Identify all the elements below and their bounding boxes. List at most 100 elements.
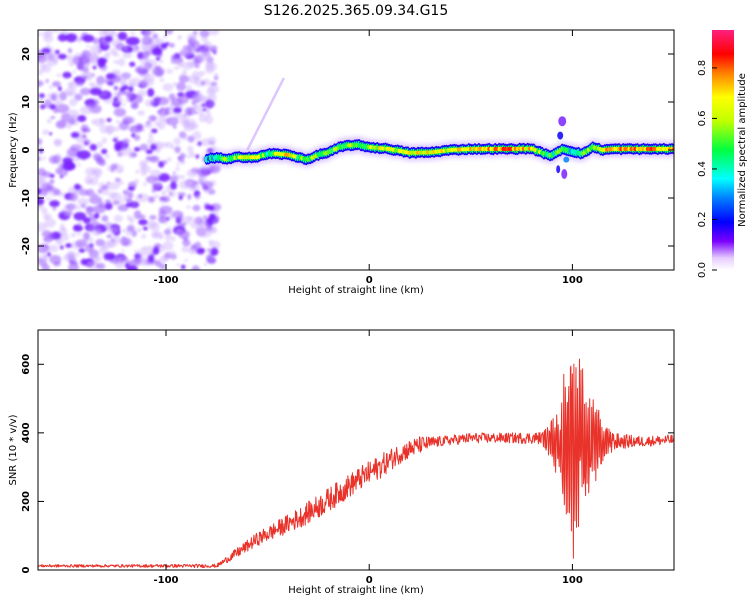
noise-speck	[46, 44, 51, 48]
noise-speck	[195, 197, 199, 201]
noise-speck	[117, 31, 128, 41]
noise-speck	[177, 191, 181, 196]
noise-speck	[38, 139, 43, 145]
noise-speck	[106, 118, 112, 122]
noise-speck	[90, 45, 100, 54]
noise-speck	[134, 123, 144, 133]
noise-speck	[53, 188, 61, 196]
noise-speck	[174, 167, 181, 171]
noise-speck	[114, 144, 122, 152]
noise-speck	[57, 33, 68, 42]
noise-speck	[72, 70, 76, 74]
noise-speck	[38, 54, 48, 63]
noise-speck	[101, 148, 108, 155]
noise-speck	[198, 113, 208, 123]
noise-speck	[113, 86, 117, 91]
disturbance-mark	[563, 156, 570, 163]
noise-speck	[199, 248, 205, 252]
noise-speck	[44, 218, 56, 228]
noise-speck	[134, 249, 139, 255]
noise-speck	[49, 173, 55, 178]
noise-speck	[159, 77, 165, 82]
noise-speck	[166, 30, 172, 33]
noise-speck	[77, 198, 89, 206]
noise-speck	[138, 247, 153, 257]
noise-speck	[170, 236, 176, 242]
noise-speck	[188, 39, 193, 44]
noise-speck	[128, 82, 136, 87]
noise-speck	[158, 59, 164, 64]
noise-speck	[129, 217, 135, 224]
noise-speck	[113, 107, 127, 117]
noise-speck	[43, 50, 48, 56]
noise-speck	[110, 163, 118, 171]
noise-speck	[177, 215, 184, 222]
noise-speck	[141, 233, 147, 239]
colorbar-tick-label: 0.4	[697, 161, 708, 177]
noise-speck	[136, 227, 142, 233]
noise-speck	[100, 91, 107, 98]
noise-speck	[82, 232, 90, 241]
noise-speck	[121, 75, 130, 81]
noise-speck	[133, 210, 142, 220]
noise-speck	[79, 105, 94, 115]
noise-speck	[155, 69, 164, 77]
y-tick-label: 0	[21, 566, 32, 573]
noise-speck	[191, 265, 200, 270]
noise-speck	[97, 57, 108, 65]
noise-speck	[180, 264, 186, 270]
noise-speck	[105, 153, 110, 159]
noise-speck	[59, 175, 64, 179]
noise-speck	[173, 107, 182, 114]
noise-speck	[133, 134, 141, 141]
colorbar-label: Normalized spectral amplitude	[737, 73, 748, 227]
noise-speck	[135, 193, 150, 203]
noise-speck	[62, 161, 76, 171]
noise-speck	[117, 181, 124, 185]
noise-speck	[155, 38, 165, 45]
noise-speck	[99, 124, 109, 134]
noise-speck	[126, 198, 133, 204]
noise-speck	[133, 147, 141, 152]
noise-speck	[158, 173, 170, 182]
noise-speck	[178, 63, 184, 68]
noise-speck	[49, 132, 53, 136]
noise-speck	[125, 96, 132, 103]
spectrogram-marks	[38, 30, 674, 270]
noise-speck	[148, 196, 155, 203]
noise-speck	[94, 118, 104, 127]
noise-speck	[176, 81, 187, 91]
noise-speck	[38, 156, 41, 161]
noise-speck	[156, 96, 170, 106]
noise-speck	[179, 175, 186, 180]
noise-speck	[123, 46, 128, 51]
noise-speck	[122, 189, 129, 195]
noise-speck	[178, 75, 190, 83]
noise-speck	[38, 93, 45, 99]
noise-speck	[186, 205, 191, 210]
noise-speck	[113, 96, 118, 102]
noise-speck	[150, 180, 154, 185]
snr-frame	[37, 329, 675, 571]
noise-speck	[169, 192, 173, 196]
noise-speck	[100, 185, 110, 196]
noise-speck	[203, 262, 208, 266]
noise-speck	[103, 252, 116, 260]
noise-speck	[152, 33, 159, 39]
noise-speck	[84, 141, 88, 146]
noise-speck	[48, 244, 59, 253]
noise-speck	[168, 42, 175, 48]
noise-speck	[149, 115, 157, 122]
noise-speck	[160, 42, 168, 49]
noise-speck	[141, 214, 146, 219]
noise-speck	[42, 129, 50, 135]
noise-speck	[145, 120, 151, 125]
noise-speck	[207, 164, 221, 174]
noise-speck	[155, 56, 161, 61]
noise-speck	[193, 180, 199, 186]
noise-speck	[179, 180, 191, 190]
noise-speck	[182, 215, 192, 225]
noise-speck	[47, 252, 51, 257]
noise-speck	[49, 200, 60, 208]
noise-speck	[103, 240, 115, 249]
